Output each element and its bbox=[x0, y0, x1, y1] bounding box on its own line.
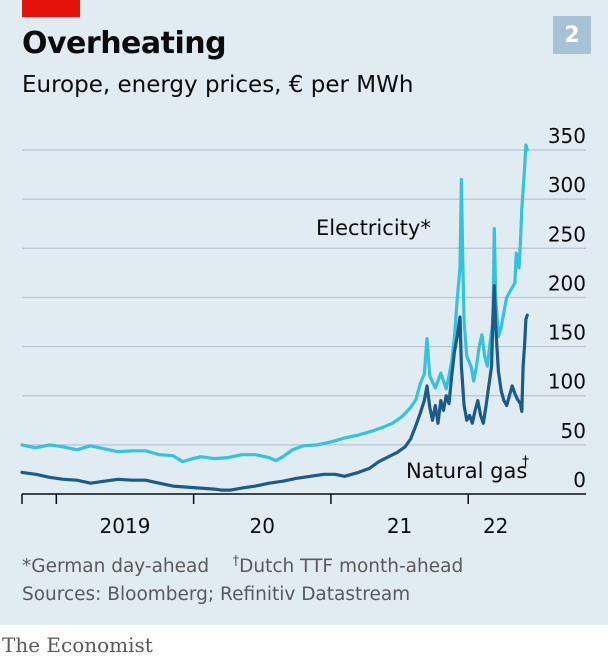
chart-title: Overheating bbox=[22, 26, 227, 61]
footnote-dagger: † bbox=[232, 554, 240, 569]
brand-red-bar bbox=[22, 0, 80, 17]
y-tick-label: 150 bbox=[548, 321, 586, 345]
x-tick-label: 21 bbox=[387, 514, 412, 538]
chart-panel bbox=[0, 0, 608, 625]
electricity-series-label: Electricity* bbox=[316, 216, 431, 240]
y-tick-label: 200 bbox=[548, 271, 586, 295]
y-tick-label: 250 bbox=[548, 222, 586, 246]
x-tick-label: 22 bbox=[483, 514, 508, 538]
chart-subtitle: Europe, energy prices, € per MWh bbox=[22, 72, 414, 98]
footnote-gas: Dutch TTF month-ahead bbox=[239, 556, 464, 578]
x-tick-label: 2019 bbox=[100, 514, 151, 538]
gas-series-label-dagger: † bbox=[522, 454, 529, 470]
y-tick-label: 300 bbox=[548, 173, 586, 197]
brand-wordmark: The Economist bbox=[2, 633, 153, 657]
gas-series-line bbox=[20, 284, 529, 492]
chart-number-badge: 2 bbox=[553, 16, 591, 54]
gas-series-label: Natural gas bbox=[406, 459, 527, 483]
y-tick-label: 50 bbox=[561, 419, 586, 443]
footnote-electricity: *German day-ahead bbox=[22, 556, 210, 578]
sources-note: Sources: Bloomberg; Refinitiv Datastream bbox=[22, 584, 411, 605]
footnote: *German day-ahead †Dutch TTF month-ahead bbox=[22, 554, 463, 577]
y-tick-label: 100 bbox=[548, 370, 586, 394]
electricity-series-line bbox=[20, 143, 529, 464]
x-tick-label: 20 bbox=[250, 514, 275, 538]
y-tick-label: 350 bbox=[548, 124, 586, 148]
y-tick-label: 0 bbox=[573, 468, 586, 492]
line-chart: 0 50 100 150 200 250 300 350 2019 20 21 22 Electrici… bbox=[20, 124, 586, 538]
